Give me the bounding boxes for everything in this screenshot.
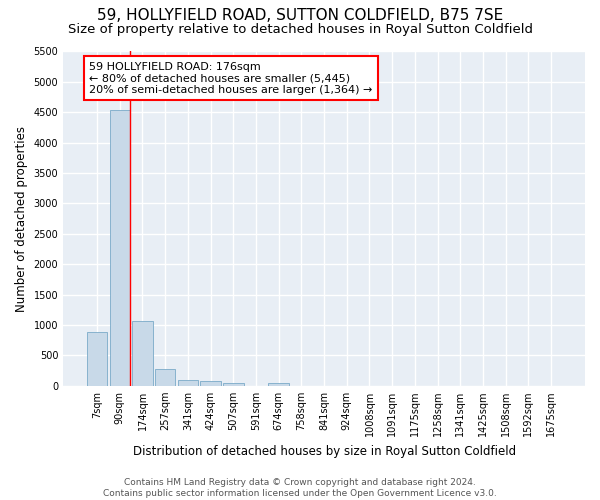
Text: Contains HM Land Registry data © Crown copyright and database right 2024.
Contai: Contains HM Land Registry data © Crown c…: [103, 478, 497, 498]
Bar: [132, 322, 153, 386]
Bar: [223, 383, 244, 386]
Text: 59, HOLLYFIELD ROAD, SUTTON COLDFIELD, B75 7SE: 59, HOLLYFIELD ROAD, SUTTON COLDFIELD, B…: [97, 8, 503, 22]
Bar: [200, 381, 221, 386]
Y-axis label: Number of detached properties: Number of detached properties: [15, 126, 28, 312]
Bar: [268, 383, 289, 386]
Text: Size of property relative to detached houses in Royal Sutton Coldfield: Size of property relative to detached ho…: [67, 22, 533, 36]
Bar: [155, 369, 175, 386]
X-axis label: Distribution of detached houses by size in Royal Sutton Coldfield: Distribution of detached houses by size …: [133, 444, 515, 458]
Bar: [87, 332, 107, 386]
Bar: [178, 380, 198, 386]
Bar: [110, 110, 130, 386]
Text: 59 HOLLYFIELD ROAD: 176sqm
← 80% of detached houses are smaller (5,445)
20% of s: 59 HOLLYFIELD ROAD: 176sqm ← 80% of deta…: [89, 62, 373, 94]
